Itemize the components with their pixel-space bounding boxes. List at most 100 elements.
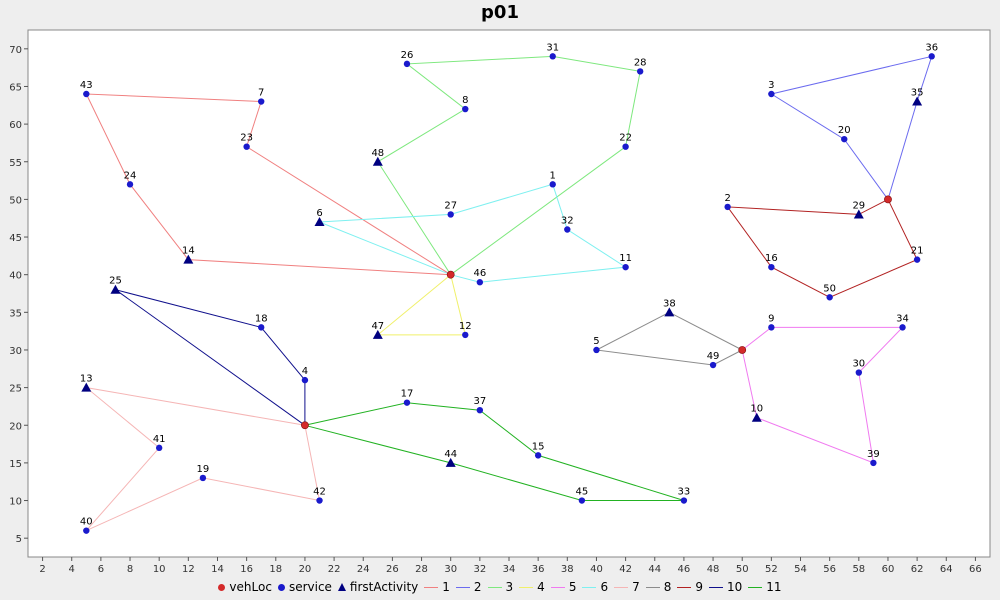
first-activity-marker-44: [445, 457, 456, 467]
first-activity-marker-14: [183, 254, 194, 264]
y-tick-label: 5: [16, 534, 22, 545]
legend-item-8: 8: [645, 579, 672, 594]
legend-line-icon: [424, 586, 439, 588]
legend-item-7: 7: [614, 580, 640, 594]
service-point-24: [126, 181, 134, 188]
route-line-6: [319, 183, 628, 283]
legend-item-3: 3: [487, 579, 514, 594]
legend-line-icon: [487, 586, 502, 588]
service-point-50: [826, 294, 833, 301]
service-point-15: [534, 452, 542, 459]
y-tick-label: 35: [9, 308, 22, 319]
point-label-29: 29: [852, 200, 865, 211]
point-label-48: 48: [371, 148, 384, 159]
service-point-20: [841, 135, 848, 143]
x-tick-label: 8: [127, 564, 133, 575]
chart-legend: vehLoc service firstActivity 1 2 3 4 5 6 7 8 9 10 11: [0, 579, 1000, 594]
x-tick-label: 30: [444, 564, 457, 575]
legend-label: 3: [505, 579, 514, 594]
first-activity-marker-48: [372, 156, 383, 166]
route-line-11: [304, 402, 685, 501]
point-label-28: 28: [634, 57, 647, 68]
x-tick-label: 42: [619, 564, 632, 575]
point-label-15: 15: [532, 441, 545, 452]
y-tick-label: 60: [9, 120, 22, 131]
point-label-35: 35: [911, 88, 924, 99]
point-label-16: 16: [765, 253, 778, 264]
point-label-33: 33: [678, 487, 691, 498]
point-label-42: 42: [313, 487, 326, 498]
service-point-8: [462, 105, 469, 113]
x-tick-label: 34: [503, 564, 516, 575]
y-tick-label: 20: [9, 421, 22, 432]
point-label-30: 30: [852, 359, 865, 370]
legend-item-2: 2: [455, 580, 482, 594]
legend-line-icon: [455, 586, 470, 588]
point-label-45: 45: [576, 487, 589, 498]
point-label-19: 19: [197, 464, 210, 475]
point-label-11: 11: [619, 253, 632, 264]
y-tick-label: 10: [9, 497, 22, 508]
x-tick-label: 36: [532, 564, 545, 575]
first-activity-marker-13: [81, 382, 92, 392]
point-label-32: 32: [561, 216, 574, 227]
legend-label: 5: [568, 579, 577, 594]
point-label-43: 43: [80, 80, 93, 91]
legend-item-6: 6: [582, 580, 608, 594]
service-point-37: [476, 406, 484, 414]
legend-label: 1: [442, 579, 450, 594]
point-label-10: 10: [750, 404, 763, 415]
legend-item-5: 5: [550, 579, 577, 594]
chart-plot: 2 4 6 8 10 12 14 16 18 20 22 24 26 28 30 32 34 36 38 40 42 44…: [9, 29, 991, 575]
point-label-5: 5: [593, 336, 599, 347]
service-point-22: [622, 143, 629, 150]
x-tick-label: 38: [561, 564, 574, 575]
y-tick-label: 55: [9, 158, 22, 169]
vehicle-location-2: [301, 421, 309, 430]
x-tick-label: 56: [823, 564, 836, 575]
first-activity-marker-29: [853, 209, 864, 219]
point-label-36: 36: [925, 42, 938, 53]
x-tick-label: 4: [69, 564, 75, 575]
x-tick-label: 58: [852, 564, 865, 575]
point-label-44: 44: [444, 449, 457, 460]
service-point-3: [768, 90, 775, 98]
legend-item-11: 11: [748, 580, 782, 594]
vehicle-location-3: [884, 195, 892, 204]
point-label-39: 39: [867, 449, 880, 460]
service-point-17: [403, 399, 411, 406]
legend-label: 8: [663, 579, 672, 594]
x-tick-label: 32: [473, 564, 486, 575]
legend-line-icon: [709, 586, 724, 588]
x-tick-label: 66: [969, 564, 982, 575]
legend-item-firstActivity: firstActivity: [337, 580, 418, 594]
x-tick-label: 52: [765, 564, 778, 575]
point-label-21: 21: [911, 246, 924, 257]
service-point-28: [636, 68, 644, 75]
service-point-46: [476, 279, 484, 286]
first-activity-marker-47: [372, 329, 383, 339]
service-point-5: [593, 346, 600, 354]
x-tick-label: 48: [707, 564, 720, 575]
service-point-26: [403, 60, 411, 68]
legend-label: 7: [632, 579, 640, 594]
legend-item-4: 4: [519, 580, 545, 594]
service-point-23: [243, 143, 250, 150]
service-point-36: [928, 53, 935, 60]
x-tick-label: 22: [328, 564, 341, 575]
service-point-11: [622, 263, 629, 271]
y-tick-label: 50: [9, 195, 22, 206]
legend-label: 9: [695, 579, 704, 594]
legend-item-service: service: [277, 580, 332, 594]
legend-line-icon: [550, 586, 565, 588]
x-tick-label: 62: [911, 564, 924, 575]
service-point-16: [768, 263, 775, 271]
y-tick-label: 40: [9, 271, 22, 282]
x-tick-label: 50: [736, 564, 749, 575]
point-label-26: 26: [401, 50, 414, 61]
legend-item-1: 1: [424, 580, 450, 594]
service-point-30: [855, 369, 863, 376]
point-label-7: 7: [258, 88, 264, 99]
first-activity-marker-25: [110, 284, 121, 294]
point-label-31: 31: [546, 42, 559, 53]
